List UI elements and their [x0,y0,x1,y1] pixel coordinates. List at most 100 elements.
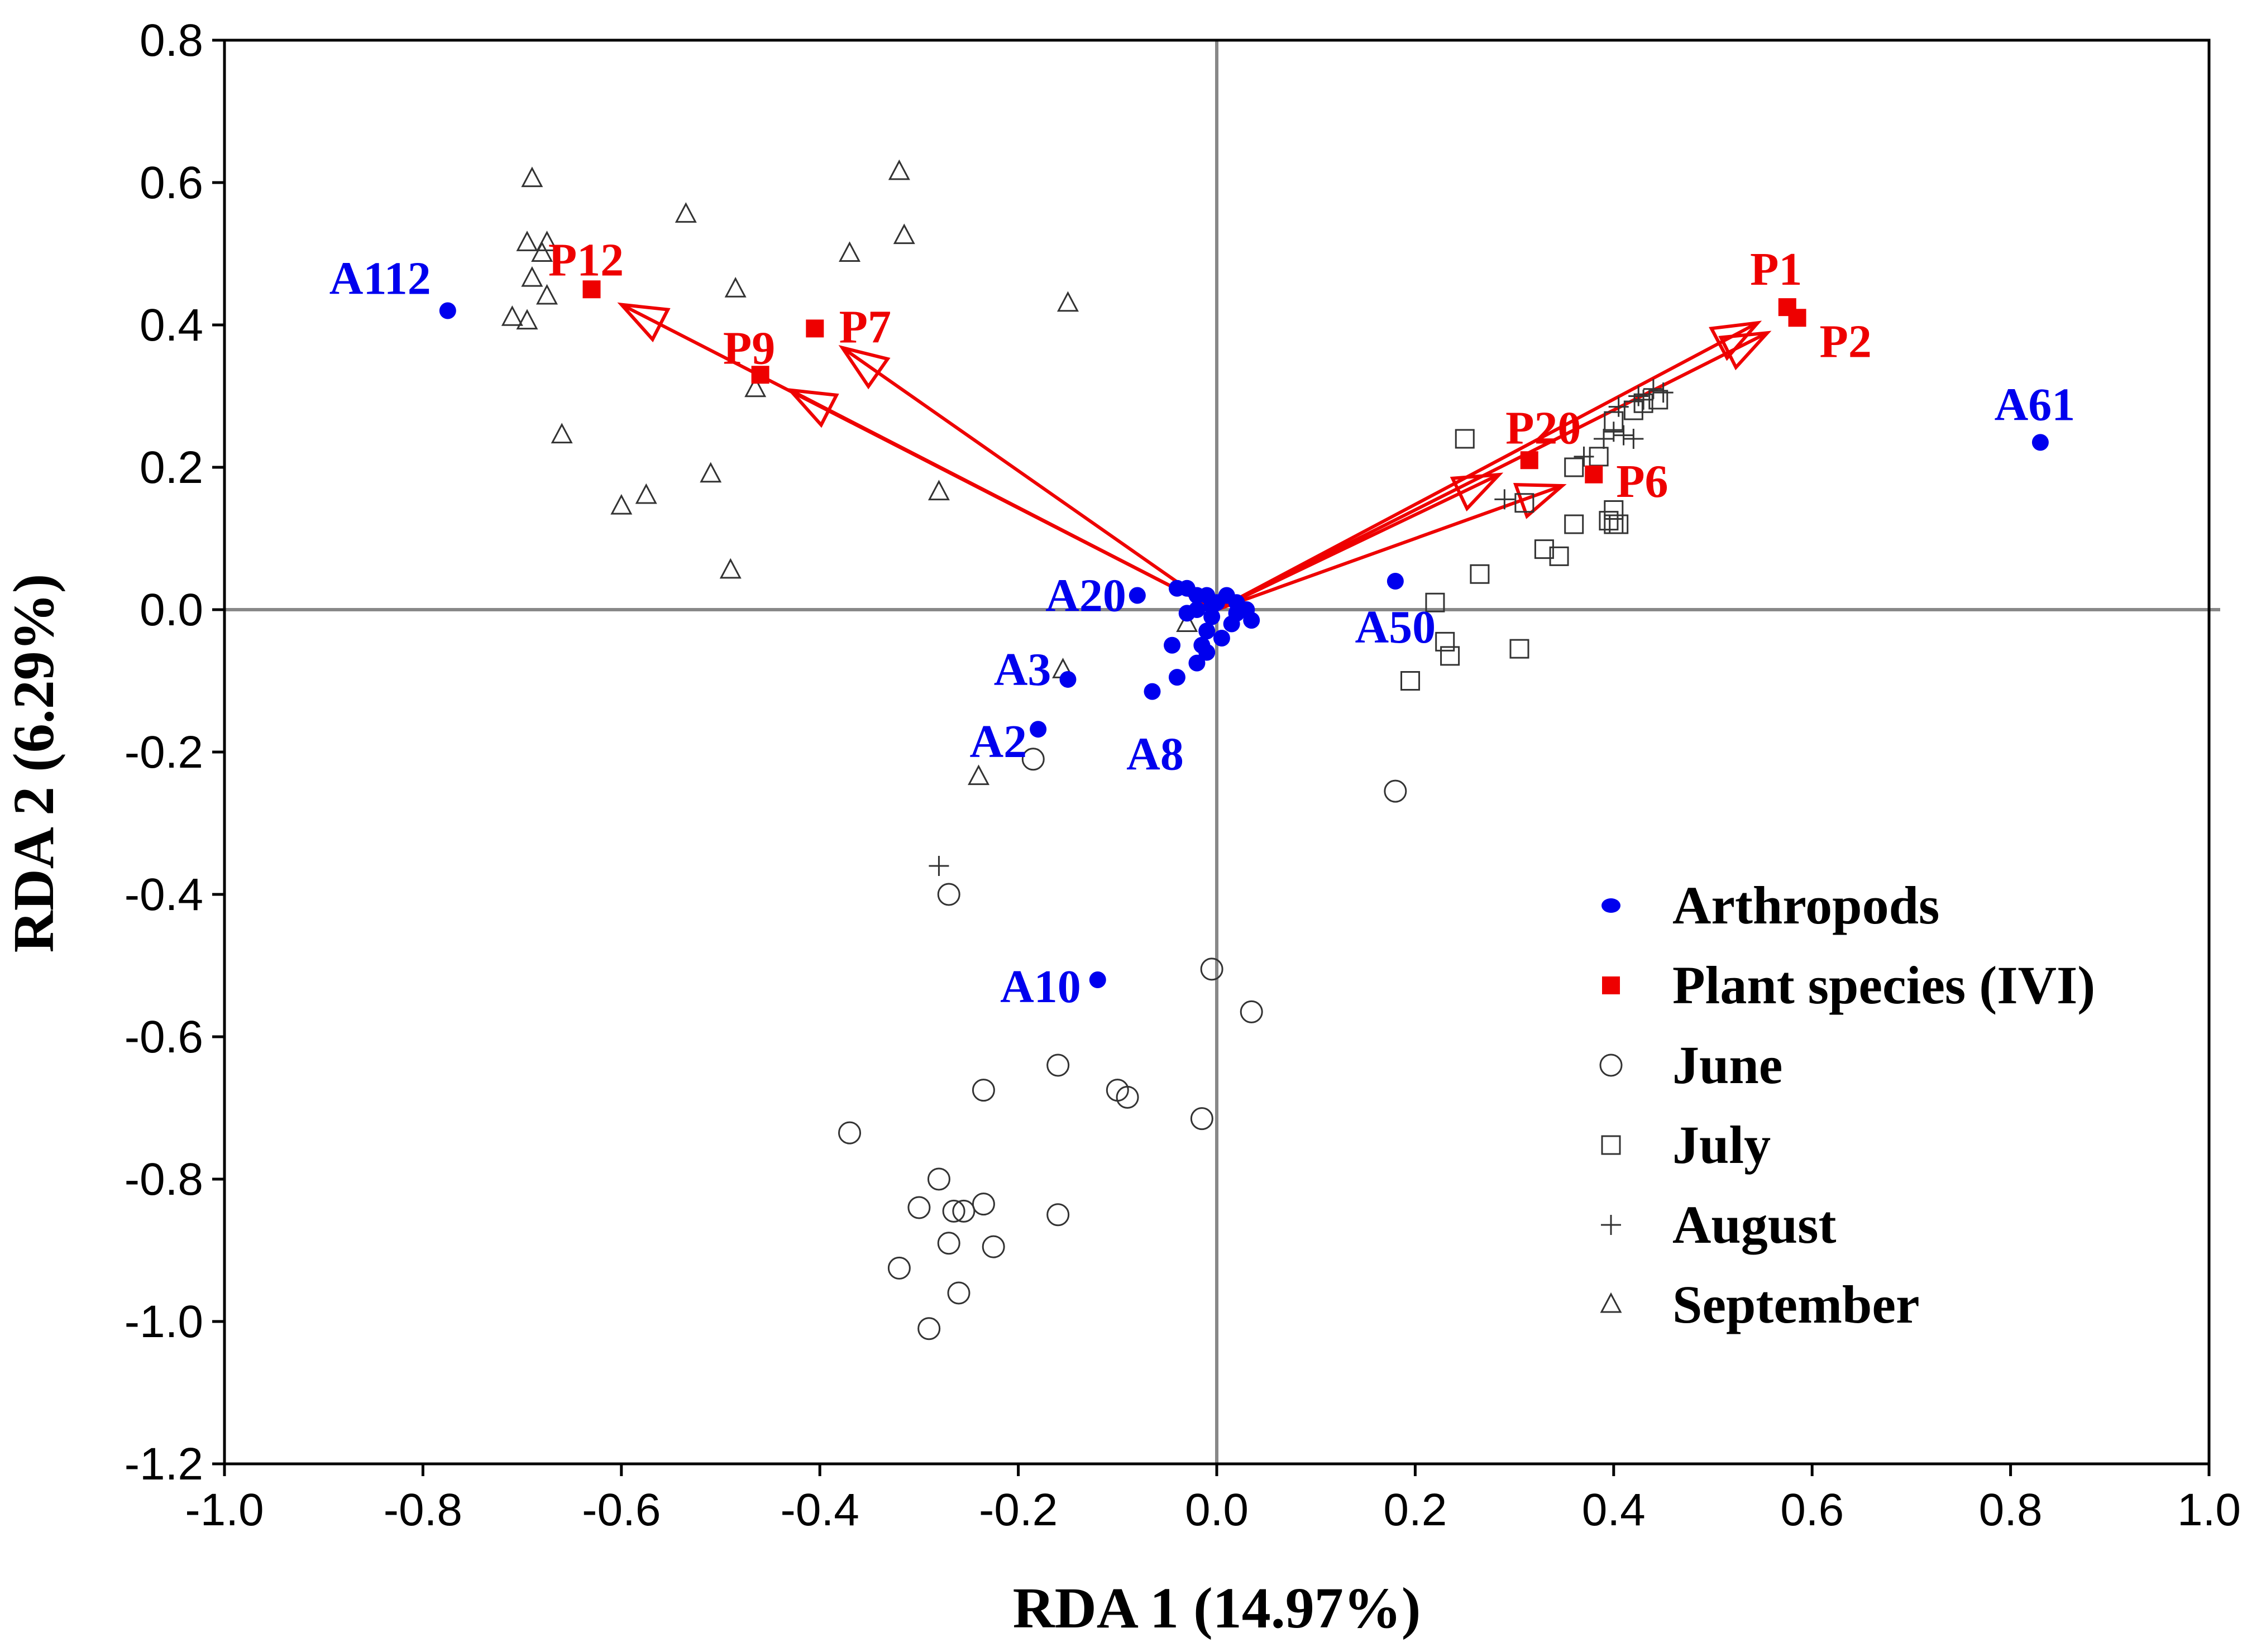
september-site-marker [1176,611,1198,632]
y-tick-label: -0.2 [125,727,203,778]
point-labels: A112 A61 A20 A50 A3 A2 A8 A10 P12 P7 P9 P1 P2 P20 P6 [329,234,2075,1013]
september-site-marker [744,376,767,398]
august-site-marker [1623,429,1644,449]
y-tick-label: 0.0 [140,585,203,635]
arthropod-marker [1144,683,1161,700]
plant-arrow-head [838,344,891,390]
arthropod-marker [1089,971,1106,988]
july-site-marker [1400,671,1421,691]
plant-arrow-shaft [1216,331,1768,611]
x-tick-label: 1.0 [2177,1485,2241,1535]
june-site-marker [1384,779,1407,803]
july-site-marker [1564,457,1584,477]
august-site-marker [1643,379,1663,399]
arthropod-label: A8 [1126,729,1184,780]
arthropod-marker [1129,587,1146,604]
plant-arrow-head [786,387,839,428]
y-tick-label: 0.6 [140,157,203,208]
june-site-marker [917,1317,941,1340]
legend-label-june: June [1672,1035,1782,1095]
plant-arrow-shaft [1216,473,1500,611]
june-site-marker [982,1235,1005,1258]
plant-arrows [617,302,1772,611]
plant-arrow-head [1709,320,1762,361]
august-site-marker [1494,489,1515,510]
arthropod-marker [1243,612,1260,629]
arthropod-label: A10 [1000,961,1081,1013]
arthropod-label: A2 [969,716,1027,768]
x-axis-title: RDA 1 (14.97%) [1013,1576,1421,1640]
june-site-marker [947,1281,970,1305]
june-site-marker [972,1079,995,1102]
arthropod-marker [1198,644,1216,661]
september-site-marker [893,223,915,245]
september-site-marker [610,494,633,515]
june-site-marker [1116,1085,1139,1109]
arthropod-label: A112 [329,253,431,305]
arthropod-marker [1164,636,1181,654]
legend-marker-june [1599,1054,1623,1077]
x-tick-label: 0.6 [1780,1485,1844,1535]
june-site-marker [972,1193,995,1216]
arthropod-marker [1188,654,1206,672]
plant-species-marker [751,366,769,384]
july-site-marker [1509,639,1529,659]
y-tick-label: 0.4 [140,300,203,351]
arthropod-marker [1178,605,1196,622]
site-markers [501,159,1674,1340]
plant-label: P9 [723,322,775,374]
september-site-marker [536,231,558,251]
legend-label-september: September [1672,1275,1920,1334]
september-site-marker [501,305,523,326]
y-tick-label: -0.4 [125,869,203,920]
june-site-marker [937,883,960,906]
july-site-marker [1564,514,1584,534]
september-site-marker [531,241,553,262]
july-site-marker [1470,564,1490,584]
september-site-marker [888,159,910,180]
x-tick-label: -0.4 [781,1485,859,1535]
plant-label: P2 [1820,315,1872,367]
x-tick-label: -0.8 [384,1485,462,1535]
x-tick-label: 0.0 [1185,1485,1249,1535]
june-site-marker [907,1196,931,1219]
september-site-marker [928,480,950,501]
july-site-marker [1599,511,1619,531]
plant-arrow-shaft [1216,321,1759,611]
legend-marker-plant-species-ivi [1602,976,1620,994]
july-site-marker [1514,493,1534,513]
legend-label-july: July [1672,1115,1771,1175]
arthropod-label: A50 [1355,601,1436,653]
x-tick-label: 0.8 [1979,1485,2043,1535]
legend-marker-august [1601,1215,1621,1235]
september-site-marker [516,309,538,330]
september-site-marker [516,231,538,251]
june-site-marker [952,1199,976,1223]
september-site-marker [968,764,990,786]
june-site-marker [1046,1203,1070,1227]
plant-species-marker [1520,451,1538,470]
arthropod-marker [1168,669,1185,686]
arthropod-marker [1387,573,1404,590]
july-site-marker [1623,400,1643,420]
september-site-marker [521,166,543,188]
y-tick-label: 0.2 [140,442,203,493]
august-site-marker [1608,396,1629,417]
june-site-marker [942,1199,965,1223]
july-site-marker [1425,592,1445,612]
september-site-marker [521,266,543,287]
arthropod-label: A20 [1045,570,1126,622]
x-tick-label: -1.0 [185,1485,264,1535]
august-site-marker [929,856,949,876]
august-site-marker [1628,386,1649,406]
june-site-marker [1190,1107,1213,1131]
arthropod-marker [1198,623,1216,640]
plant-label: P6 [1616,456,1668,507]
september-site-marker [536,284,558,305]
plant-species-marker [1585,465,1603,483]
plant-species-marker [582,280,601,299]
august-site-marker [1633,389,1654,410]
july-site-marker [1549,546,1569,566]
y-axis-title: RDA 2 (6.29%) [2,574,66,953]
